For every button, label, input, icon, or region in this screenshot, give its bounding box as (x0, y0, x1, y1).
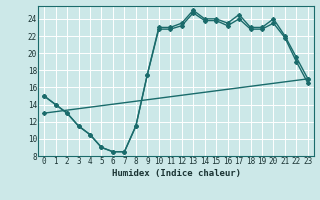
X-axis label: Humidex (Indice chaleur): Humidex (Indice chaleur) (111, 169, 241, 178)
